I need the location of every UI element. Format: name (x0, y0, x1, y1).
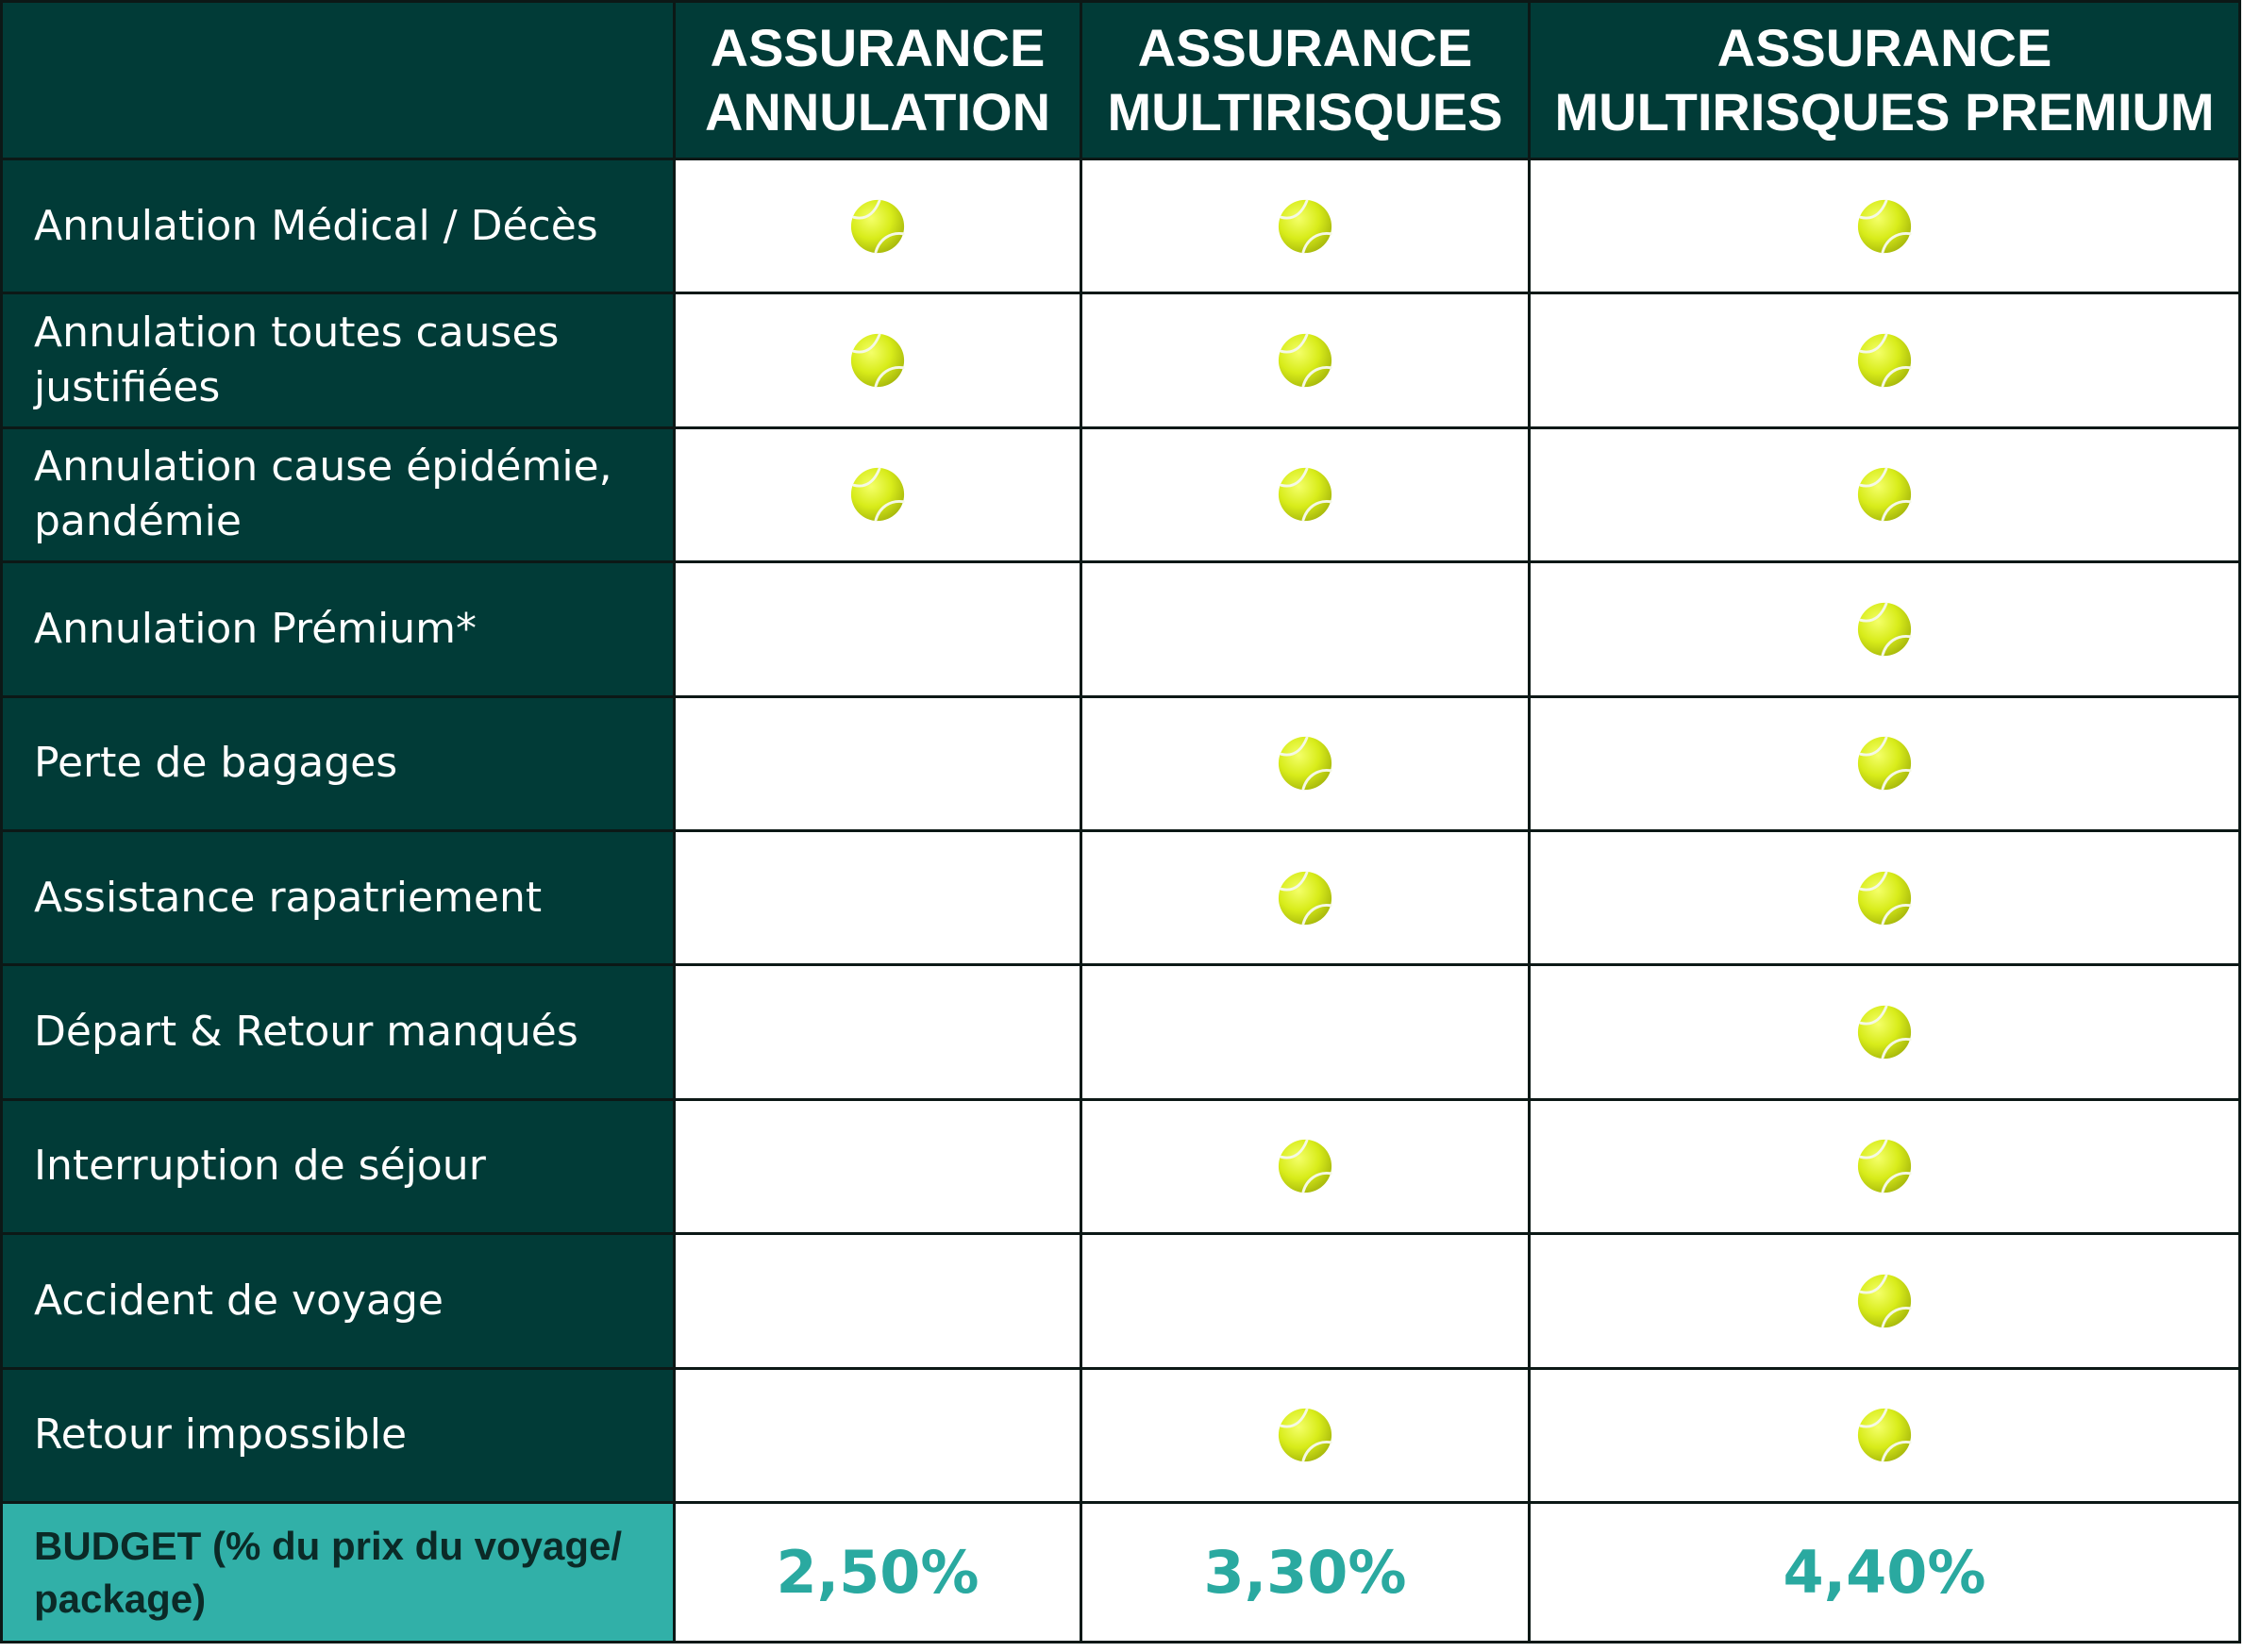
table-row: Accident de voyage (0, 1232, 2241, 1370)
coverage-cell (1528, 292, 2241, 429)
tennis-ball-icon (1857, 199, 1912, 254)
coverage-cell (1528, 828, 2241, 967)
table-row: Interruption de séjour (0, 1097, 2241, 1236)
row-label: Annulation cause épidémie, pandémie (0, 426, 676, 564)
coverage-cell (673, 426, 1082, 564)
coverage-cell (673, 1097, 1082, 1236)
coverage-cell (1528, 963, 2241, 1101)
header-line: MULTIRISQUES (1107, 82, 1503, 142)
budget-label: BUDGET (% du prix du voyage/ package) (0, 1501, 676, 1644)
coverage-cell (1080, 963, 1531, 1101)
row-label: Interruption de séjour (0, 1097, 676, 1236)
row-label: Perte de bagages (0, 694, 676, 832)
coverage-cell (1080, 828, 1531, 967)
coverage-cell (1528, 1097, 2241, 1236)
header-line: ASSURANCE (710, 18, 1046, 77)
tennis-ball-icon (1857, 1139, 1912, 1193)
tennis-ball-icon (1857, 467, 1912, 523)
row-label: Annulation Médical / Décès (0, 157, 676, 295)
header-line: MULTIRISQUES PREMIUM (1554, 82, 2215, 142)
coverage-cell (1080, 1097, 1531, 1236)
row-label: Assistance rapatriement (0, 828, 676, 967)
coverage-cell (673, 560, 1082, 698)
coverage-cell (673, 1232, 1082, 1370)
tennis-ball-icon (1278, 333, 1332, 388)
coverage-cell (1528, 1232, 2241, 1370)
header-row: ASSURANCE ANNULATION ASSURANCE MULTIRISQ… (0, 0, 2241, 160)
coverage-cell (673, 157, 1082, 295)
tennis-ball-icon (1278, 871, 1332, 926)
coverage-cell (1080, 560, 1531, 698)
table-row: Perte de bagages (0, 694, 2241, 832)
header-line: ASSURANCE (1137, 18, 1473, 77)
row-label: Annulation Prémium* (0, 560, 676, 698)
coverage-cell (1080, 157, 1531, 295)
tennis-ball-icon (1278, 1139, 1332, 1193)
coverage-cell (1080, 1366, 1531, 1505)
row-label: Retour impossible (0, 1366, 676, 1505)
tennis-ball-icon (1278, 467, 1332, 523)
tennis-ball-icon (1857, 871, 1912, 926)
tennis-ball-icon (850, 333, 905, 388)
row-label: Accident de voyage (0, 1232, 676, 1370)
header-line: ASSURANCE (1716, 18, 2052, 77)
table-row: Retour impossible (0, 1366, 2241, 1505)
tennis-ball-icon (1857, 1005, 1912, 1060)
table-row: Départ & Retour manqués (0, 963, 2241, 1101)
coverage-cell (1528, 1366, 2241, 1505)
tennis-ball-icon (1857, 602, 1912, 657)
coverage-cell (1080, 426, 1531, 564)
tennis-ball-icon (1857, 736, 1912, 791)
coverage-cell (1528, 694, 2241, 832)
tennis-ball-icon (1278, 736, 1332, 791)
table-row: Annulation cause épidémie, pandémie (0, 426, 2241, 564)
table-row: Assistance rapatriement (0, 828, 2241, 967)
coverage-cell (1080, 694, 1531, 832)
coverage-cell (673, 694, 1082, 832)
coverage-cell (1528, 157, 2241, 295)
budget-value-multirisques-premium: 4,40% (1528, 1501, 2241, 1644)
coverage-cell (673, 963, 1082, 1101)
header-assurance-multirisques: ASSURANCE MULTIRISQUES (1080, 0, 1531, 160)
row-label: Annulation toutes causes justifiées (0, 292, 676, 429)
table-row: Annulation toutes causes justifiées (0, 292, 2241, 429)
coverage-cell (673, 292, 1082, 429)
tennis-ball-icon (1278, 1408, 1332, 1462)
tennis-ball-icon (1857, 333, 1912, 388)
table-row: Annulation Médical / Décès (0, 157, 2241, 295)
header-empty-cell (0, 0, 676, 160)
coverage-cell (673, 828, 1082, 967)
row-label: Départ & Retour manqués (0, 963, 676, 1101)
coverage-cell (1528, 426, 2241, 564)
tennis-ball-icon (1857, 1408, 1912, 1462)
coverage-cell (1080, 292, 1531, 429)
header-line: ANNULATION (704, 82, 1051, 142)
coverage-cell (673, 1366, 1082, 1505)
header-assurance-annulation: ASSURANCE ANNULATION (673, 0, 1082, 160)
tennis-ball-icon (850, 467, 905, 523)
coverage-rows: Annulation Médical / Décès Annulation tou… (0, 157, 2241, 1505)
table-row: Annulation Prémium* (0, 560, 2241, 698)
header-assurance-multirisques-premium: ASSURANCE MULTIRISQUES PREMIUM (1528, 0, 2241, 160)
coverage-cell (1528, 560, 2241, 698)
coverage-cell (1080, 1232, 1531, 1370)
tennis-ball-icon (1278, 199, 1332, 254)
budget-value-multirisques: 3,30% (1080, 1501, 1531, 1644)
budget-value-annulation: 2,50% (673, 1501, 1082, 1644)
tennis-ball-icon (1857, 1274, 1912, 1328)
tennis-ball-icon (850, 199, 905, 254)
budget-row: BUDGET (% du prix du voyage/ package) 2,… (0, 1501, 2241, 1644)
